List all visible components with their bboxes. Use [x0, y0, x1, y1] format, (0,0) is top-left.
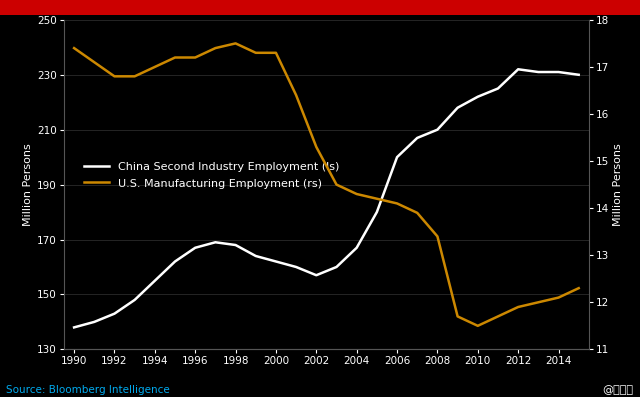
- Legend: China Second Industry Employment (ls), U.S. Manufacturing Employment (rs): China Second Industry Employment (ls), U…: [80, 157, 344, 193]
- Y-axis label: Million Persons: Million Persons: [23, 143, 33, 226]
- Text: Source: Bloomberg Intelligence: Source: Bloomberg Intelligence: [6, 385, 170, 395]
- Text: @格隆汇: @格隆汇: [603, 385, 634, 395]
- Y-axis label: Million Persons: Million Persons: [613, 143, 623, 226]
